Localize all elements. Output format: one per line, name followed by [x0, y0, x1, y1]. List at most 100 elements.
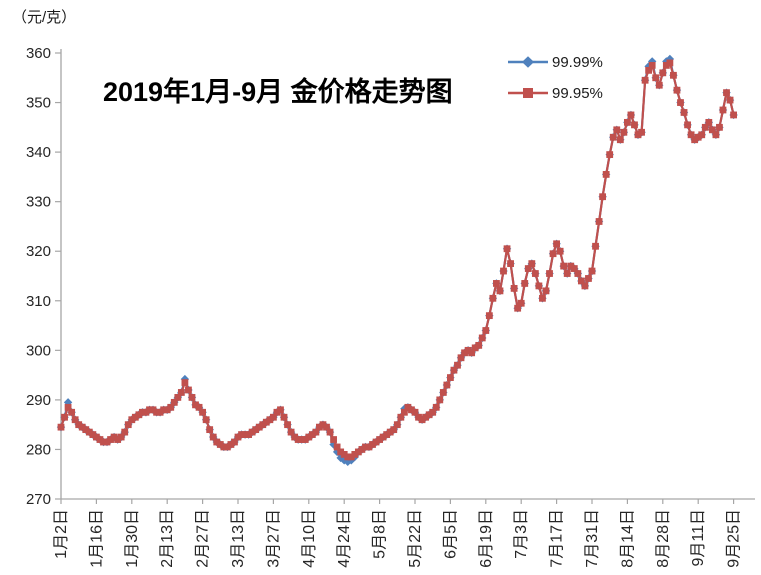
x-tick-label: 5月22日 — [407, 509, 424, 568]
data-point-square — [248, 428, 256, 436]
data-point-square — [638, 128, 645, 136]
data-point-square — [170, 398, 178, 406]
data-point-square — [514, 304, 522, 312]
data-point-square — [61, 413, 68, 421]
data-point-square — [602, 171, 610, 178]
data-point-square — [659, 69, 667, 77]
data-point-square — [75, 421, 83, 429]
data-point-square — [82, 426, 90, 434]
data-point-square — [213, 438, 221, 446]
data-point-square — [393, 421, 401, 429]
data-point-square — [96, 436, 104, 443]
data-point-square — [716, 123, 723, 131]
data-point-square — [708, 126, 716, 134]
data-point-square — [347, 453, 355, 461]
data-point-square — [443, 381, 451, 389]
data-point-square — [585, 275, 592, 282]
data-point-diamond — [647, 57, 657, 66]
data-point-square — [344, 453, 352, 461]
data-point-square — [595, 218, 603, 225]
x-tick-label: 3月13日 — [230, 509, 247, 568]
data-point-square — [223, 443, 231, 451]
data-point-square — [556, 247, 564, 255]
data-point-square — [284, 421, 291, 429]
data-point-square — [599, 193, 607, 201]
data-point-square — [376, 436, 383, 443]
data-point-square — [485, 312, 493, 320]
data-point-square — [351, 451, 359, 458]
data-point-square — [677, 99, 684, 106]
data-point-square — [326, 428, 334, 436]
data-point-square — [234, 433, 242, 441]
data-point-square — [209, 433, 217, 441]
data-point-square — [588, 267, 596, 275]
legend-label-9999: 99.99% — [552, 54, 603, 71]
data-point-square — [478, 334, 486, 342]
data-point-square — [199, 408, 206, 416]
data-point-square — [114, 436, 122, 443]
data-point-square — [521, 280, 529, 287]
data-point-square — [500, 267, 507, 275]
data-point-square — [153, 408, 160, 416]
data-point-square — [549, 250, 557, 258]
data-point-square — [670, 71, 677, 79]
y-tick-label: 350 — [26, 95, 51, 112]
data-point-square — [266, 416, 274, 424]
data-point-square — [245, 431, 253, 438]
data-point-square — [528, 260, 536, 268]
data-point-square — [156, 408, 164, 416]
data-point-square — [238, 431, 245, 438]
data-point-square — [641, 76, 649, 84]
data-point-square — [429, 408, 437, 416]
data-point-square — [103, 438, 111, 446]
x-tick-label: 8月14日 — [619, 509, 636, 568]
data-point-square — [673, 86, 681, 94]
data-point-square — [436, 396, 444, 404]
square-marker-icon — [523, 88, 533, 98]
data-point-square — [662, 61, 670, 69]
y-tick-label: 300 — [26, 342, 51, 359]
data-point-square — [624, 118, 631, 126]
legend-item-9995: 99.95% — [508, 85, 603, 102]
x-tick-label: 7月17日 — [549, 509, 566, 568]
x-tick-label: 1月2日 — [53, 509, 70, 559]
y-tick-label: 280 — [26, 441, 51, 458]
data-point-square — [100, 438, 107, 446]
data-point-square — [241, 431, 249, 438]
x-tick-label: 5月8日 — [372, 509, 389, 559]
series-99.99% — [56, 54, 738, 467]
x-tick-label: 7月3日 — [513, 509, 530, 559]
data-point-square — [273, 408, 281, 416]
data-point-square — [432, 403, 440, 411]
data-point-square — [542, 287, 550, 295]
data-point-square — [177, 389, 185, 396]
data-point-square — [570, 265, 578, 272]
data-point-square — [609, 133, 617, 141]
data-point-square — [291, 433, 299, 441]
data-point-square — [146, 406, 153, 414]
data-point-square — [539, 294, 546, 302]
data-point-square — [404, 403, 412, 411]
data-point-square — [294, 436, 302, 443]
y-axis: 270 280 290 300 310 320 330 340 350 360 — [26, 45, 62, 508]
x-axis: 1月2日 1月16日 1月30日 2月13日 2月27日 3月13日 3月27日 4月10日 4… — [53, 498, 755, 568]
data-point-square — [684, 121, 691, 129]
data-point-square — [616, 136, 624, 144]
data-point-square — [93, 433, 100, 441]
data-point-square — [192, 401, 199, 409]
data-point-square — [195, 403, 203, 411]
chart-title: 2019年1月-9月 金价格走势图 — [103, 76, 453, 107]
data-point-square — [705, 118, 713, 126]
x-tick-label: 9月11日 — [690, 509, 707, 567]
data-point-square — [698, 131, 706, 139]
y-tick-label: 290 — [26, 392, 51, 409]
data-point-square — [415, 413, 422, 421]
data-point-square — [408, 406, 415, 414]
data-point-square — [128, 416, 136, 424]
data-point-square — [216, 441, 224, 448]
data-point-square — [142, 408, 150, 416]
legend: 99.99% 99.95% — [508, 54, 603, 102]
data-point-square — [694, 133, 702, 141]
data-point-square — [507, 260, 514, 268]
